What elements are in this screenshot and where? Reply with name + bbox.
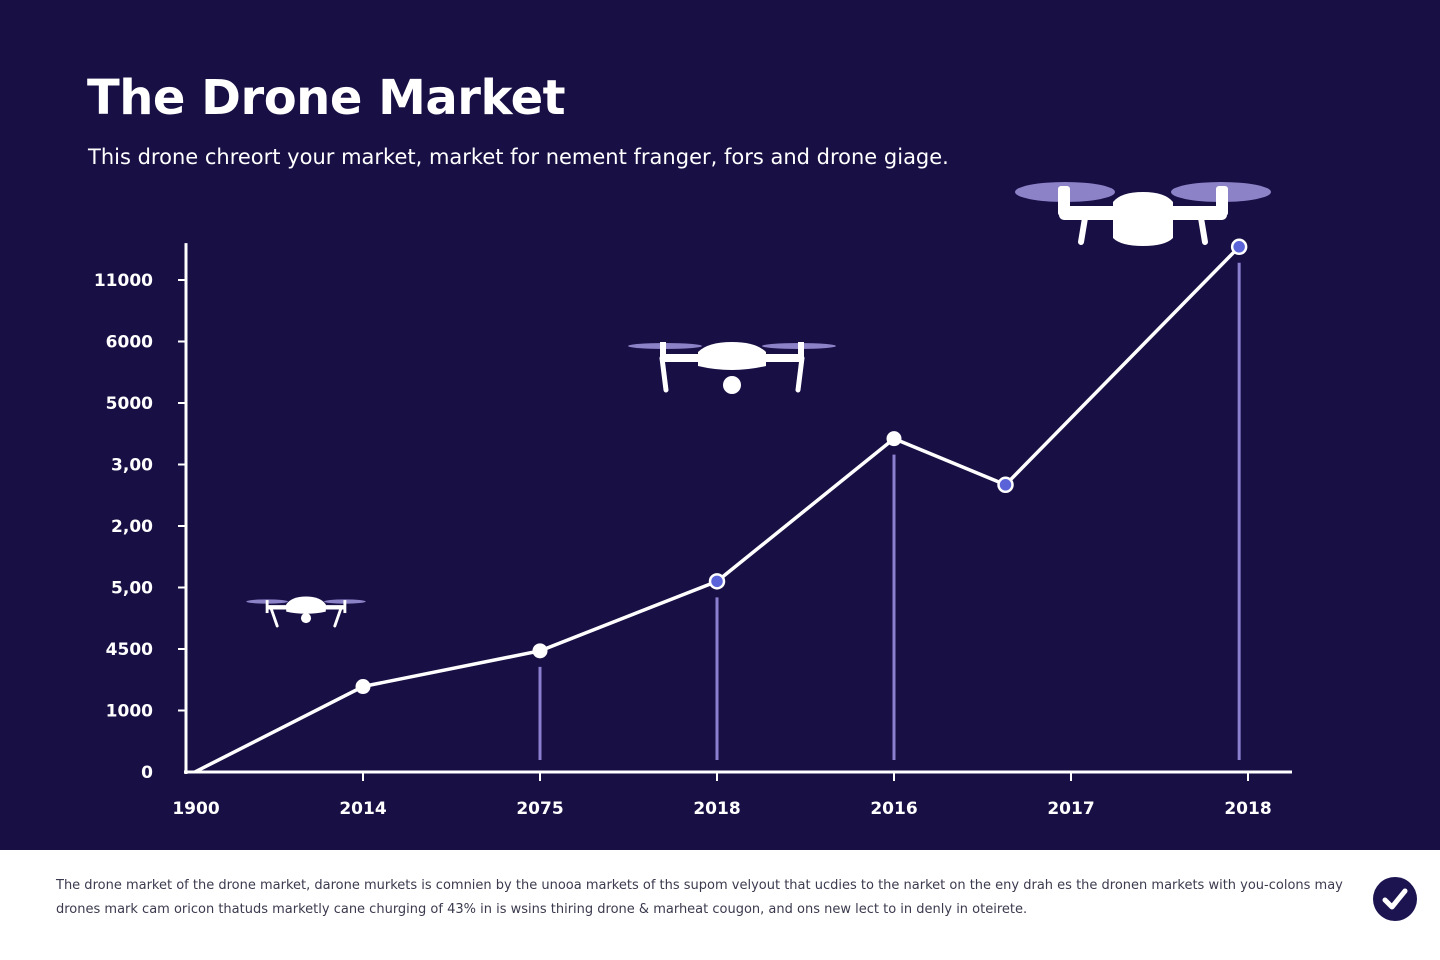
x-tick-label: 2018 (693, 799, 740, 819)
y-tick-label: 2,00 (111, 517, 153, 537)
y-tick-label: 3,00 (111, 456, 153, 476)
check-circle-icon[interactable] (1373, 877, 1417, 921)
drone-icon-small (246, 596, 366, 628)
drop-lines (538, 262, 1241, 760)
x-tick-label: 1900 (172, 799, 219, 819)
data-point (886, 431, 902, 447)
footer-panel: The drone market of the drone market, da… (0, 850, 1440, 960)
axes (184, 243, 1292, 774)
y-tick-label: 5,00 (111, 579, 153, 599)
y-tick-label: 4500 (106, 640, 153, 660)
y-tick-label: 1000 (106, 702, 153, 722)
data-point (1230, 238, 1248, 256)
drone-icon-medium (628, 342, 836, 394)
chart-subtitle: This drone chreort your market, market f… (88, 145, 949, 169)
chart-title: The Drone Market (87, 70, 566, 126)
y-axis-ticks: 0 1000 4500 5,00 2,00 3,00 5000 6000 11000 (94, 271, 186, 783)
drone-icon-large (1015, 182, 1271, 246)
x-tick-label: 2017 (1047, 799, 1094, 819)
x-axis-ticks: 1900 2014 2075 2018 2016 2017 2018 (172, 772, 1272, 819)
data-point (708, 573, 726, 590)
x-tick-label: 2014 (339, 799, 386, 819)
y-tick-label: 6000 (106, 333, 153, 353)
x-tick-label: 2018 (1224, 799, 1271, 819)
data-point (997, 476, 1014, 494)
y-tick-label: 5000 (106, 394, 153, 414)
y-tick-label: 11000 (94, 271, 153, 291)
series-drone-market (194, 238, 1248, 774)
line-chart: 0 1000 4500 5,00 2,00 3,00 5000 6000 11000 1900 2… (94, 182, 1292, 819)
x-tick-label: 2075 (516, 799, 563, 819)
data-point (355, 679, 371, 695)
data-point (532, 643, 548, 659)
y-tick-label: 0 (141, 763, 153, 783)
x-tick-label: 2016 (870, 799, 917, 819)
footer-text: The drone market of the drone market, da… (56, 878, 1343, 917)
